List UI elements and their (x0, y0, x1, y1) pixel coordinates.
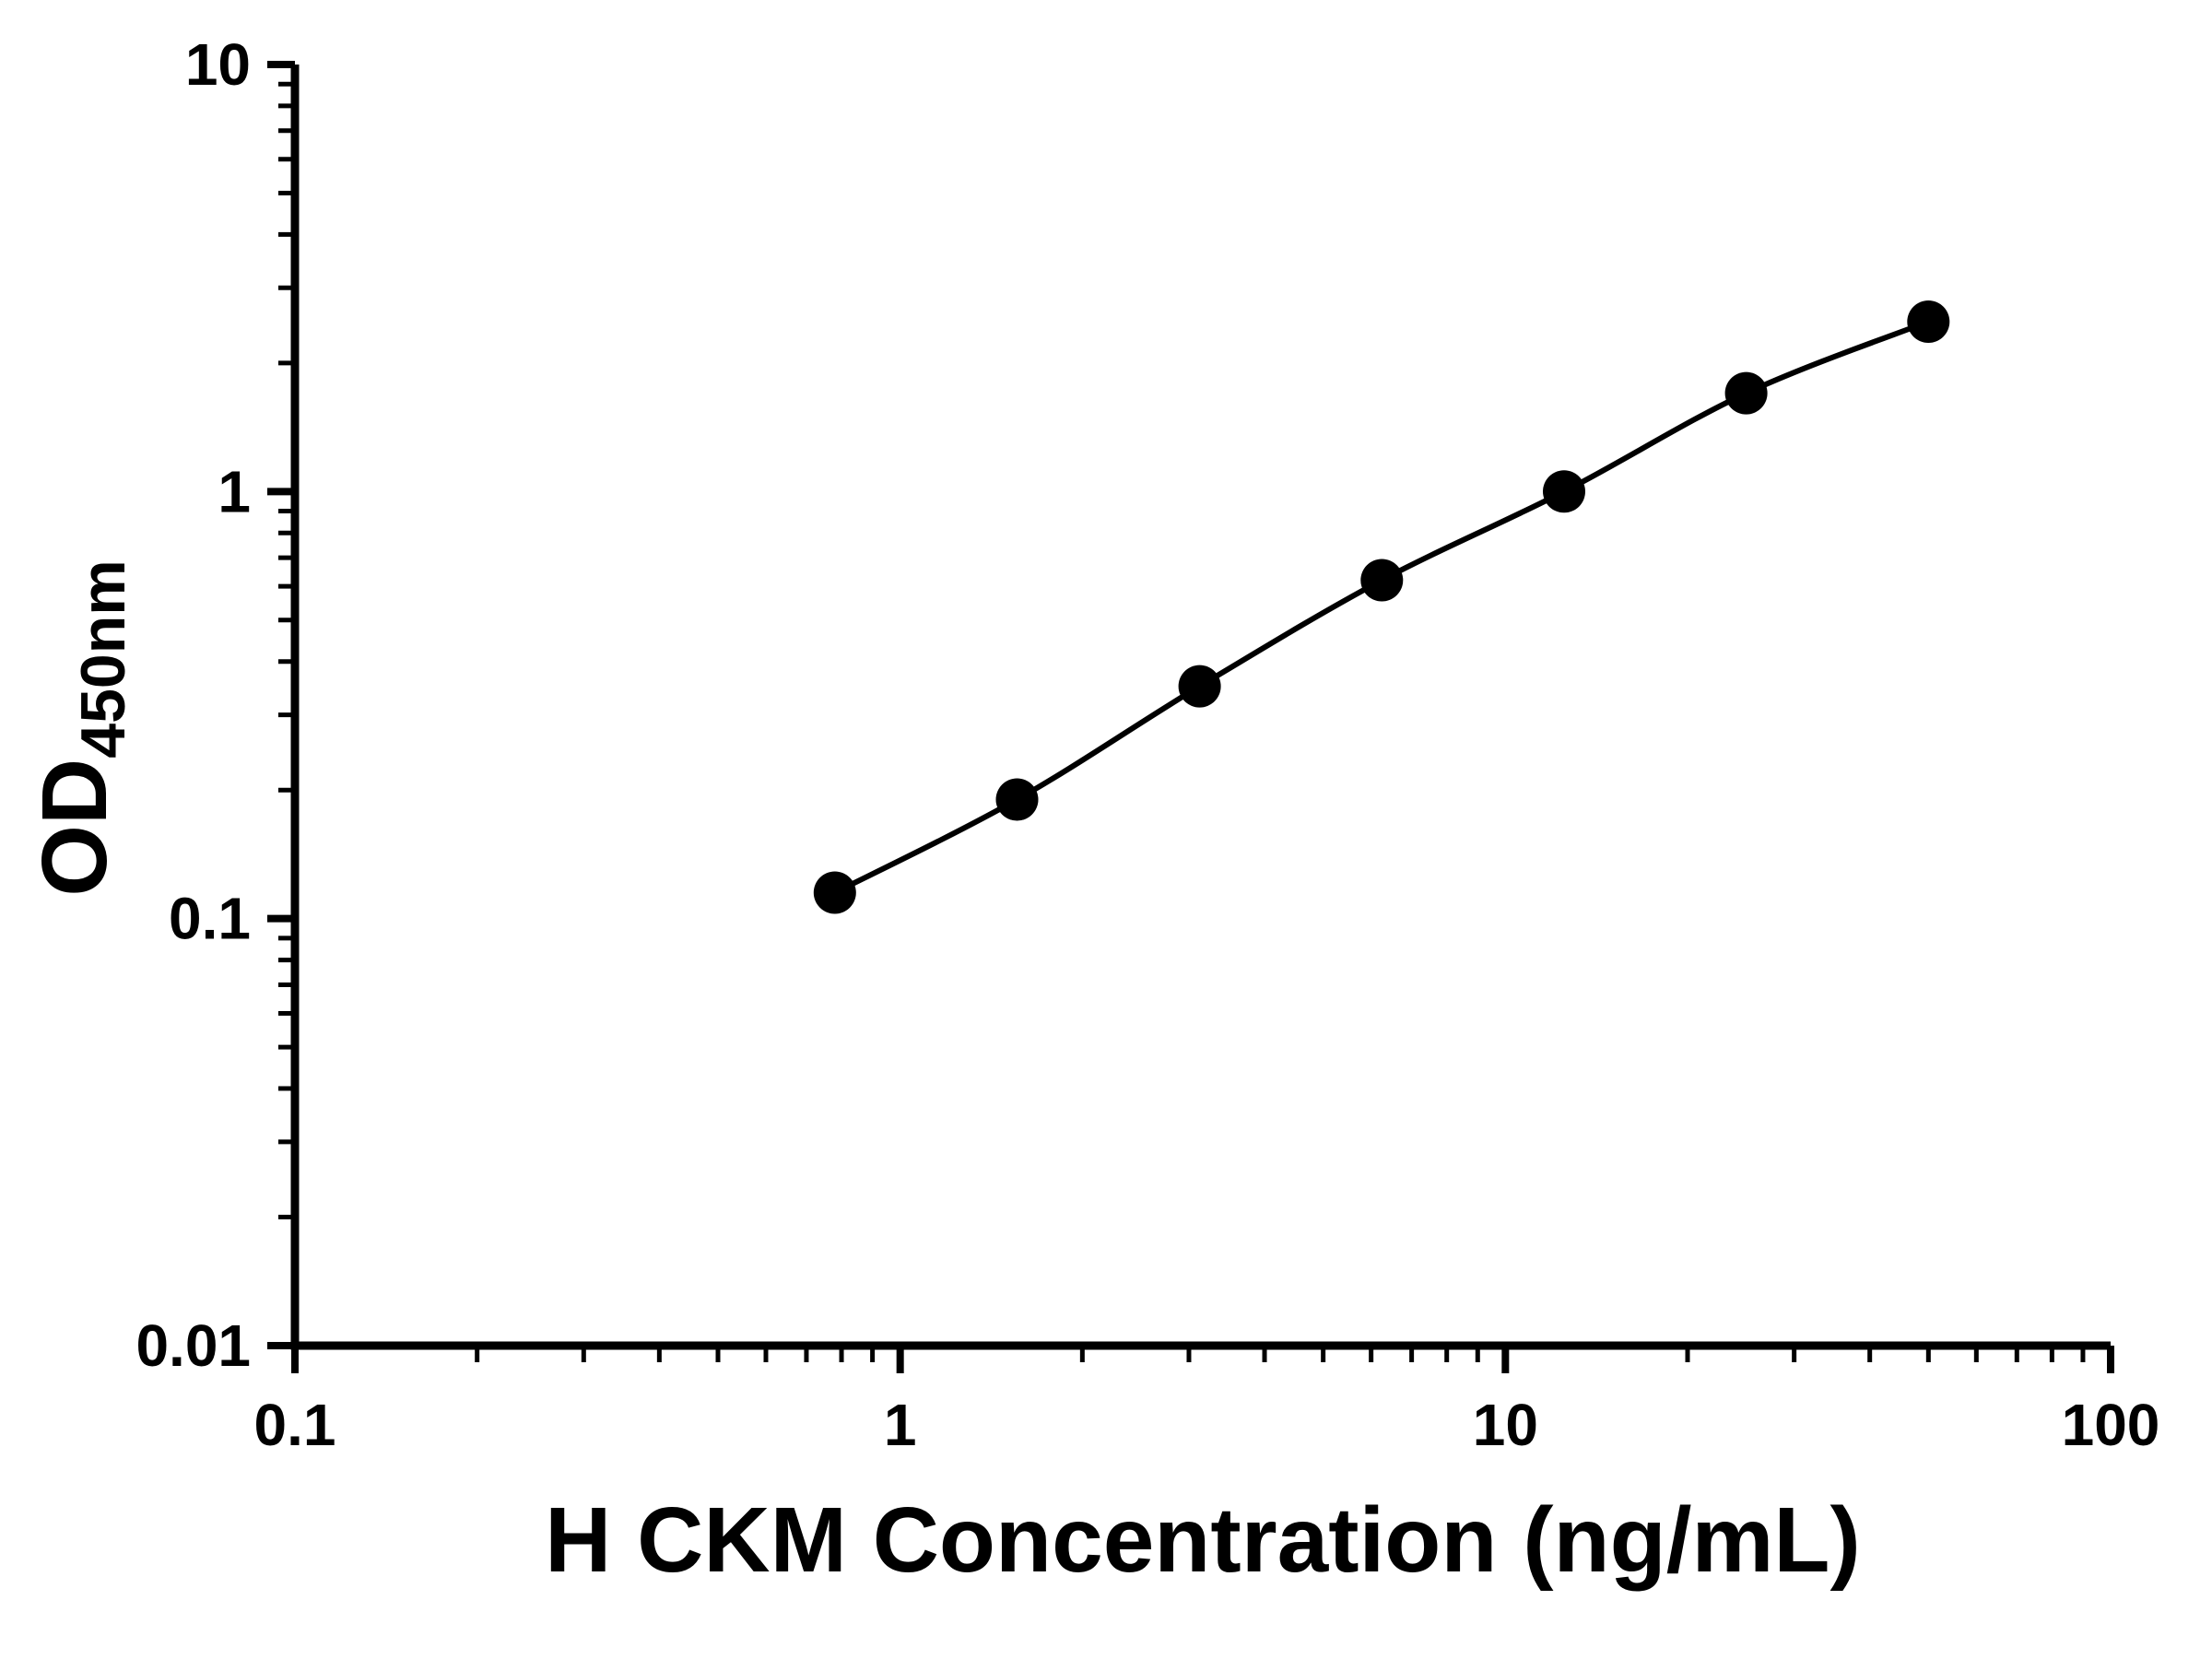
series-group (813, 300, 1950, 914)
y-axis-title-sub: 450nm (68, 559, 138, 758)
y-axis-title: OD450nm (23, 559, 138, 896)
x-tick-label: 10 (1473, 1392, 1538, 1458)
x-axis-title: H CKM Concentration (ng/mL) (545, 1488, 1861, 1592)
axes (290, 65, 2111, 1350)
data-point-marker (813, 871, 856, 914)
y-axis-title-main: OD (23, 759, 126, 897)
data-point-marker (1360, 559, 1404, 602)
data-point-marker (1907, 300, 1950, 343)
x-tick-label: 1 (884, 1392, 917, 1458)
y-tick-label: 0.01 (135, 1312, 251, 1379)
major-ticks (267, 61, 2114, 1373)
y-tick-label: 10 (185, 31, 251, 98)
y-tick-label: 1 (218, 458, 251, 524)
minor-ticks (278, 81, 2086, 1362)
x-tick-label: 0.1 (254, 1392, 336, 1458)
data-point-marker (1178, 665, 1221, 708)
y-tick-label: 0.1 (169, 886, 251, 952)
data-point-marker (1724, 371, 1768, 415)
data-point-marker (1543, 470, 1585, 513)
x-tick-label: 100 (2062, 1392, 2160, 1458)
data-point-marker (995, 778, 1039, 821)
